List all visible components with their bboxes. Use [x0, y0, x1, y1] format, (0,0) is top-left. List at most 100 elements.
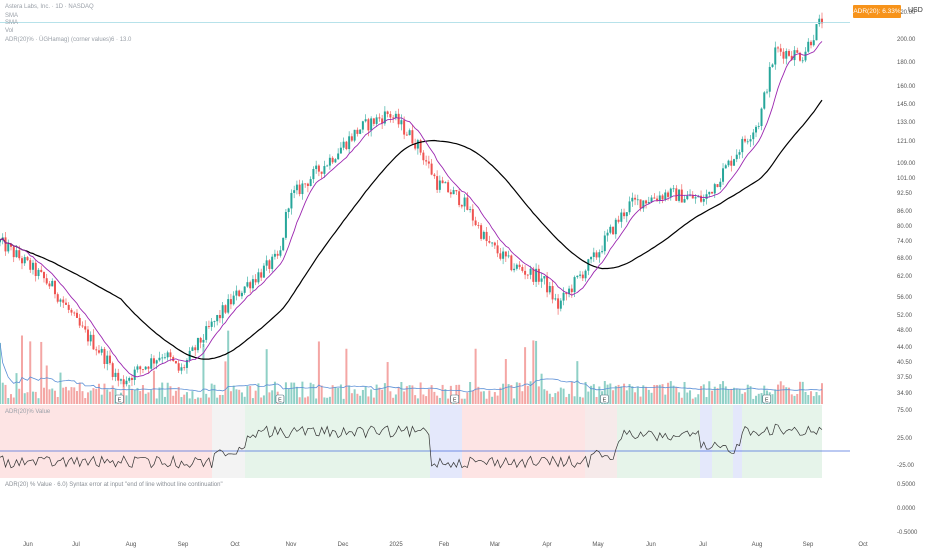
volume-bar [546, 390, 549, 404]
volume-bar [111, 385, 114, 404]
oscillator-label[interactable]: ADR(20)% Value [5, 409, 51, 415]
volume-bar [702, 384, 705, 404]
volume-bar [128, 384, 131, 404]
volume-bar [315, 398, 318, 404]
volume-bar [444, 389, 447, 404]
candle-body [548, 286, 551, 293]
candle-body [609, 226, 612, 233]
volume-bar [106, 389, 109, 404]
volume-bar [177, 386, 180, 404]
volume-bar [535, 340, 538, 404]
candle-body [458, 191, 461, 206]
volume-bar [202, 344, 205, 404]
volume-bar [733, 387, 736, 404]
candle-body [598, 252, 601, 258]
candle-body [339, 147, 342, 154]
volume-bar [496, 395, 499, 404]
candle-body [337, 153, 340, 160]
volume-bar [141, 385, 144, 404]
candle-body [238, 290, 241, 297]
candle-body [656, 198, 659, 201]
price-axis[interactable]: 220.00 200.00 180.00 160.00 145.00 133.00 121.… [897, 10, 916, 397]
volume-bar [433, 391, 436, 404]
time-axis[interactable]: Jun Jul Aug Sep Oct Nov Dec 2025 Feb Mar Apr May Jun… [23, 542, 868, 548]
price-tick-label: 92.50 [897, 191, 913, 197]
indicator-sma-2[interactable]: SMA [5, 20, 19, 26]
candle-body [438, 180, 441, 190]
candle-body [653, 197, 656, 199]
time-tick-label: Mar [490, 542, 500, 548]
indicator-adr[interactable]: ADR(20)% · ÜGHamag) (corner values)6 · 1… [5, 37, 132, 43]
volume-bar [540, 373, 543, 404]
candle-body [227, 299, 230, 313]
volume-bar [337, 387, 340, 404]
volume-bar [31, 391, 34, 404]
candle-body [559, 300, 562, 309]
volume-bar [595, 396, 598, 404]
candle-body [169, 352, 172, 358]
candle-body [771, 64, 774, 67]
volume-bar [320, 385, 323, 404]
volume-bar [524, 347, 527, 404]
indicator-volume[interactable]: Vol [5, 28, 14, 34]
candle-body [254, 279, 257, 283]
earnings-marker[interactable] [762, 394, 772, 404]
candle-body [449, 192, 452, 195]
candle-body [664, 192, 667, 200]
indicator-sma-1[interactable]: SMA [5, 13, 19, 19]
candle-body [818, 18, 821, 25]
volume-bar [323, 397, 326, 404]
candle-body [370, 118, 373, 131]
candle-body [463, 197, 466, 207]
volume-bar [334, 386, 337, 404]
volume-bar [581, 397, 584, 404]
candle-body [177, 363, 180, 371]
candle-body [683, 199, 686, 203]
volume-bar [617, 384, 620, 404]
volume-ma-line [0, 342, 823, 393]
candle-body [738, 152, 741, 155]
volume-bar [163, 396, 166, 404]
volume-bar [40, 341, 43, 404]
earnings-marker[interactable] [600, 394, 609, 404]
volume-bar [592, 384, 595, 404]
volume-bar [689, 390, 692, 404]
volume-bar [348, 385, 351, 404]
candle-body [213, 321, 216, 323]
candle-body [342, 141, 345, 148]
volume-bar [587, 391, 590, 404]
candle-body [383, 111, 386, 124]
candle-body [416, 140, 419, 149]
candle-body [474, 220, 477, 226]
volume-bar [92, 388, 95, 404]
volume-bar [801, 381, 804, 404]
candle-body [293, 190, 296, 193]
volume-bar [576, 361, 579, 404]
candle-body [730, 160, 733, 166]
earnings-marker[interactable] [450, 394, 459, 404]
oscillator-axis[interactable]: 75.00 25.00 -25.00 0.5000 0.0000 -0.5000 [897, 408, 918, 536]
earnings-marker[interactable] [275, 394, 285, 404]
currency-label[interactable]: USD [908, 7, 923, 14]
symbol-title[interactable]: Astera Labs, Inc. · 1D · NASDAQ [5, 4, 94, 10]
volume-bar [603, 381, 606, 404]
volume-bar [265, 349, 268, 404]
time-tick-label: Oct [230, 542, 240, 548]
candle-body [320, 171, 323, 174]
volume-bar [42, 387, 45, 404]
candle-body [650, 197, 653, 202]
candle-body [680, 189, 683, 203]
price-tick-label: 145.00 [897, 102, 916, 108]
price-tick-label: 56.00 [897, 295, 913, 301]
candle-body [499, 253, 502, 259]
volume-bar [405, 386, 408, 404]
earnings-marker[interactable] [115, 394, 124, 404]
candle-body [587, 259, 590, 271]
candle-body [623, 212, 626, 217]
volume-bar [70, 387, 73, 404]
candle-body [218, 315, 221, 319]
candle-body [249, 282, 252, 289]
